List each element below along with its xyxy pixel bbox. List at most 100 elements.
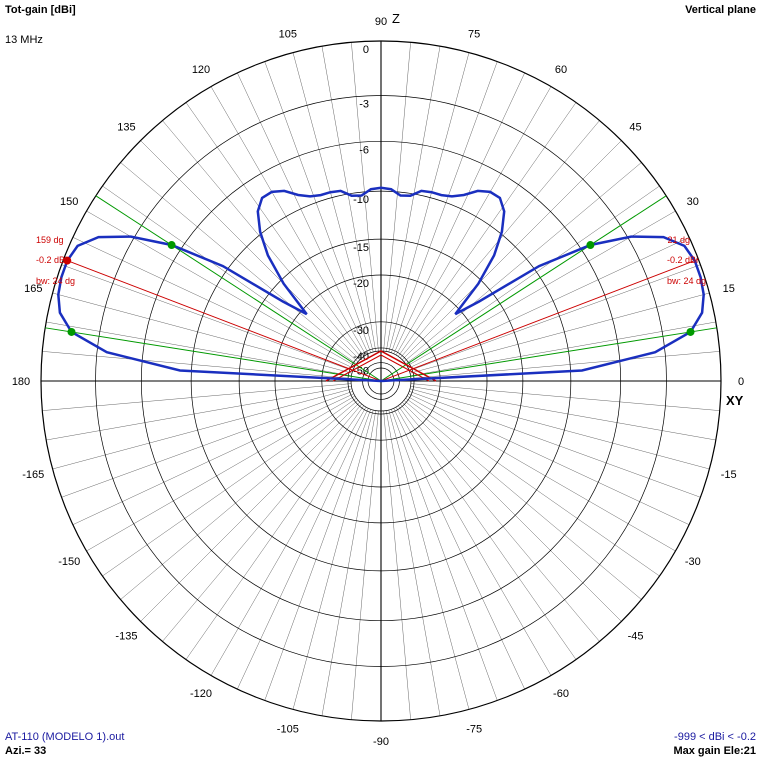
grid-spoke <box>402 140 622 360</box>
gain-range-label: -999 < dBi < -0.2 <box>674 731 756 743</box>
grid-spoke <box>120 400 359 600</box>
grid-spoke <box>52 388 353 470</box>
angle-tick-label: -120 <box>190 688 212 700</box>
grid-spoke <box>386 410 441 716</box>
grid-spoke <box>402 402 622 622</box>
grid-spoke <box>102 398 357 577</box>
radial-tick-label: 0 <box>363 44 369 56</box>
grid-spoke <box>61 391 353 498</box>
grid-spoke <box>409 391 701 498</box>
grid-spoke <box>72 393 354 525</box>
grid-spoke <box>395 406 552 676</box>
grid-spoke <box>409 388 710 470</box>
grid-spoke <box>185 405 364 660</box>
grid-spoke <box>42 383 352 411</box>
angle-tick-label: -105 <box>277 724 299 736</box>
grid-spoke <box>388 52 470 353</box>
grid-spoke <box>391 61 498 353</box>
grid-spoke <box>409 264 701 371</box>
grid-spoke <box>351 410 379 720</box>
angle-tick-label: 30 <box>687 196 699 208</box>
grid-spoke <box>292 52 374 353</box>
grid-spoke <box>383 410 411 720</box>
grid-spoke <box>408 393 690 525</box>
beam-info-left: 159 dg -0.2 dBi bw: 24 dg <box>36 235 75 286</box>
beamwidth-marker <box>167 241 176 250</box>
beamwidth-line <box>45 327 382 382</box>
grid-spoke <box>46 321 352 376</box>
grid-spoke <box>351 42 379 352</box>
beam-left-bw: bw: 24 dg <box>36 276 75 286</box>
radial-tick-label: -10 <box>353 194 369 206</box>
angle-tick-label: -45 <box>628 631 644 643</box>
beamwidth-lines <box>45 195 717 382</box>
angle-tick-label: -150 <box>58 556 80 568</box>
angle-tick-label: 90 <box>375 16 387 28</box>
beam-right-bw: bw: 24 dg <box>667 276 706 286</box>
grid-spoke <box>409 292 710 374</box>
grid-spoke <box>102 185 357 364</box>
chart-title: Tot-gain [dBi] <box>5 4 76 16</box>
beamwidth-line <box>95 195 382 382</box>
grid-spoke <box>140 140 360 360</box>
grid-spoke <box>405 398 660 577</box>
radial-tick-label: -20 <box>353 278 369 290</box>
grid-spoke <box>388 409 470 710</box>
grid-spoke <box>210 406 367 676</box>
grid-spoke <box>398 405 577 660</box>
angle-tick-label: 165 <box>24 283 42 295</box>
angle-tick-label: 180 <box>12 376 30 388</box>
radial-tick-label: -3 <box>359 99 369 111</box>
angle-tick-label: 105 <box>279 28 297 40</box>
angle-tick-label: 75 <box>468 28 480 40</box>
grid-spoke <box>162 403 362 642</box>
beam-right-gain: -0.2 dBi <box>667 255 698 265</box>
grid-spoke <box>42 351 352 379</box>
beam-info-right: 21 dg -0.2 dBi bw: 24 dg <box>667 235 706 286</box>
grid-spoke <box>410 386 716 441</box>
z-axis-label: Z <box>392 11 400 26</box>
angle-tick-label: 135 <box>117 121 135 133</box>
angle-tick-label: -165 <box>22 469 44 481</box>
pattern-markers <box>63 241 695 336</box>
origin-marker <box>332 354 430 382</box>
plane-label: Vertical plane <box>685 4 756 16</box>
grid-spoke <box>264 61 371 353</box>
radial-tick-label: -15 <box>353 242 369 254</box>
grid-spoke <box>403 400 642 600</box>
origin-marker <box>325 350 437 382</box>
beamwidth-line <box>380 327 717 382</box>
angle-tick-label: -135 <box>115 631 137 643</box>
grid-spoke <box>52 292 353 374</box>
radial-tick-label: -6 <box>359 144 369 156</box>
beamwidth-marker <box>67 327 76 336</box>
grid-spoke <box>292 409 374 710</box>
angle-tick-label: -75 <box>466 724 482 736</box>
grid-spoke <box>86 395 356 552</box>
beam-right-angle: 21 dg <box>667 235 690 245</box>
beamwidth-marker <box>586 241 595 250</box>
grid-spoke <box>237 72 369 354</box>
grid-spoke <box>383 42 411 352</box>
grid-spoke <box>406 395 676 552</box>
max-gain-lines <box>63 258 699 382</box>
grid-spoke <box>410 351 720 379</box>
radiation-pattern-curve <box>57 186 705 383</box>
grid-spoke <box>393 72 525 354</box>
angle-tick-label: 15 <box>723 283 735 295</box>
azimuth-label: Azi.= 33 <box>5 745 47 757</box>
angle-tick-label: -60 <box>553 688 569 700</box>
frequency-label: 13 MHz <box>5 34 43 46</box>
angle-tick-label: 150 <box>60 196 78 208</box>
file-name-label: AT-110 (MODELO 1).out <box>5 731 125 743</box>
beam-left-angle: 159 dg <box>36 235 64 245</box>
grid-labels: 0153045607590105120135150165180-165-150-… <box>12 16 744 748</box>
max-gain-line <box>380 258 699 382</box>
beam-left-gain: -0.2 dBi <box>36 255 67 265</box>
xy-axis-label: XY <box>726 393 744 408</box>
grid-spoke <box>393 408 525 690</box>
max-gain-line <box>63 258 382 382</box>
grid-spoke <box>408 237 690 369</box>
grid-spoke <box>321 410 376 716</box>
